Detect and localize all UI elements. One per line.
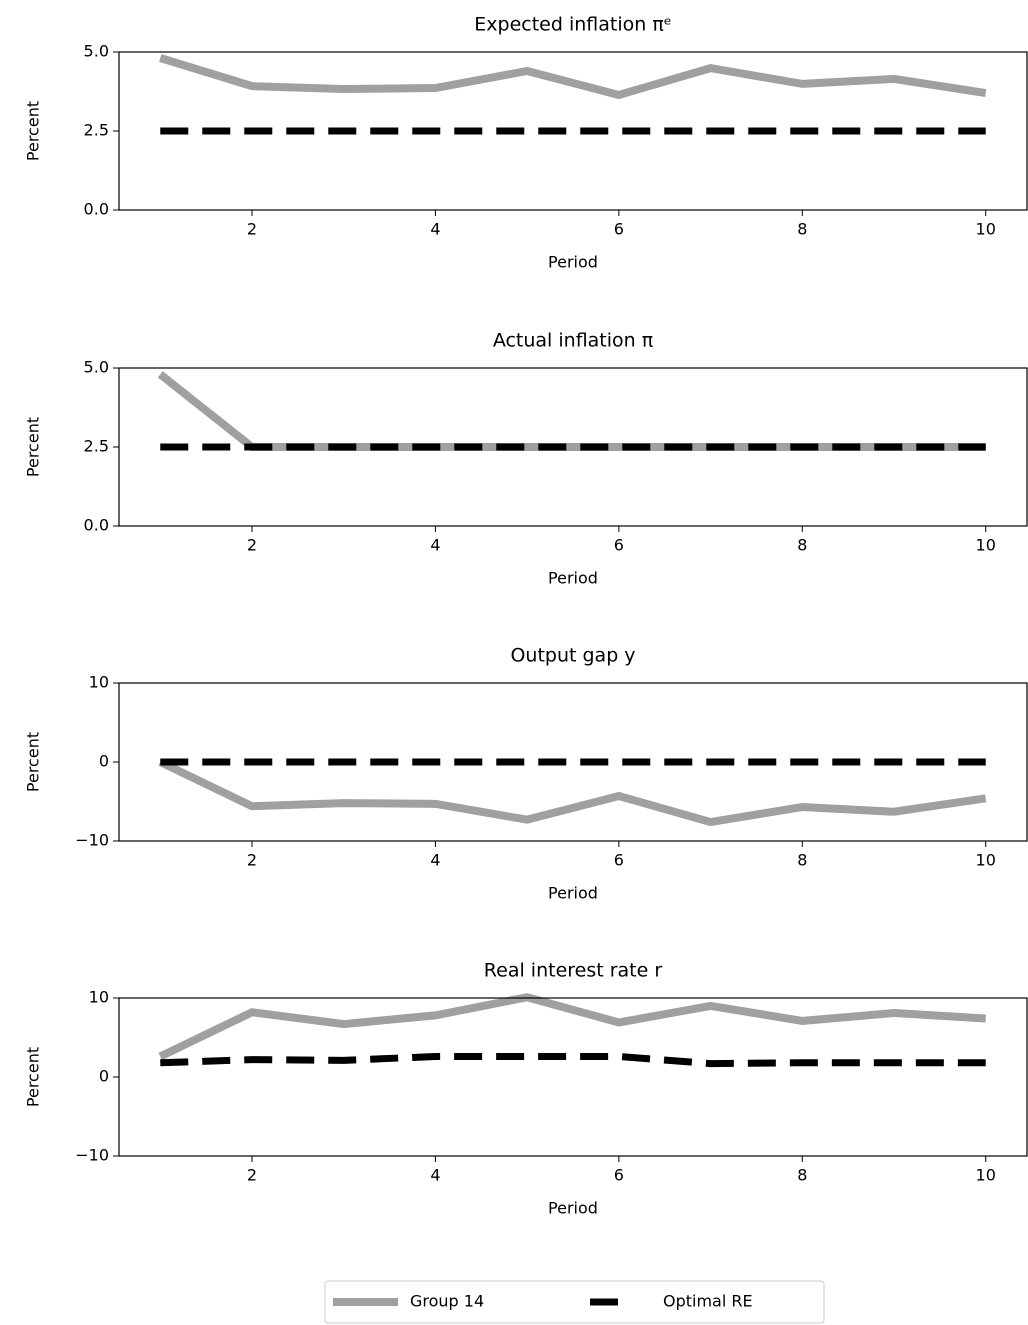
plot-frame <box>118 997 1028 1157</box>
x-tick-label: 4 <box>430 851 440 870</box>
x-tick-label: 8 <box>797 536 807 555</box>
x-axis-label: Period <box>548 253 598 272</box>
y-axis-label: Percent <box>24 417 43 477</box>
y-tick-label: 2.5 <box>84 437 109 456</box>
chart-title: Expected inflation πᵉ <box>474 14 671 36</box>
y-tick-label: 10 <box>89 988 109 1007</box>
series-line <box>159 54 987 100</box>
x-tick-label: 4 <box>430 220 440 239</box>
chart-title: Real interest rate r <box>484 960 663 982</box>
series-line <box>157 371 986 451</box>
x-tick-label: 8 <box>797 220 807 239</box>
legend-label: Optimal RE <box>663 1292 753 1311</box>
y-tick-label: −10 <box>75 1146 109 1165</box>
x-tick-label: 2 <box>247 220 257 239</box>
series-line <box>158 758 987 827</box>
series-line <box>160 1052 986 1068</box>
y-tick-label: 0 <box>99 752 109 771</box>
x-tick-label: 4 <box>430 1166 440 1185</box>
y-tick-label: 10 <box>89 673 109 692</box>
x-tick-label: 6 <box>614 1166 624 1185</box>
x-tick-label: 2 <box>247 536 257 555</box>
x-tick-label: 10 <box>976 220 996 239</box>
x-tick-label: 8 <box>797 851 807 870</box>
x-tick-label: 8 <box>797 1166 807 1185</box>
y-axis-label: Percent <box>24 101 43 161</box>
x-tick-label: 10 <box>976 851 996 870</box>
chart-title: Output gap y <box>510 645 635 667</box>
plot-frame <box>118 51 1028 211</box>
y-tick-label: 0.0 <box>84 200 109 219</box>
legend-box <box>324 1280 825 1324</box>
y-tick-label: 5.0 <box>84 358 109 377</box>
x-tick-label: 4 <box>430 536 440 555</box>
x-axis-label: Period <box>548 884 598 903</box>
y-tick-label: 0.0 <box>84 516 109 535</box>
legend-label: Group 14 <box>410 1292 484 1311</box>
y-axis-label: Percent <box>24 1047 43 1107</box>
x-axis-label: Period <box>548 569 598 588</box>
y-tick-label: 2.5 <box>84 121 109 140</box>
x-tick-label: 6 <box>614 536 624 555</box>
x-tick-label: 10 <box>976 536 996 555</box>
y-tick-label: 0 <box>99 1067 109 1086</box>
y-tick-label: −10 <box>75 831 109 850</box>
plot-frame <box>118 682 1028 842</box>
x-tick-label: 2 <box>247 851 257 870</box>
plot-frame <box>118 367 1028 527</box>
series-line <box>158 993 986 1061</box>
x-tick-label: 6 <box>614 220 624 239</box>
x-tick-label: 2 <box>247 1166 257 1185</box>
chart-title: Actual inflation π <box>493 330 653 352</box>
x-tick-label: 6 <box>614 851 624 870</box>
x-tick-label: 10 <box>976 1166 996 1185</box>
x-axis-label: Period <box>548 1199 598 1218</box>
y-tick-label: 5.0 <box>84 42 109 61</box>
y-axis-label: Percent <box>24 732 43 792</box>
